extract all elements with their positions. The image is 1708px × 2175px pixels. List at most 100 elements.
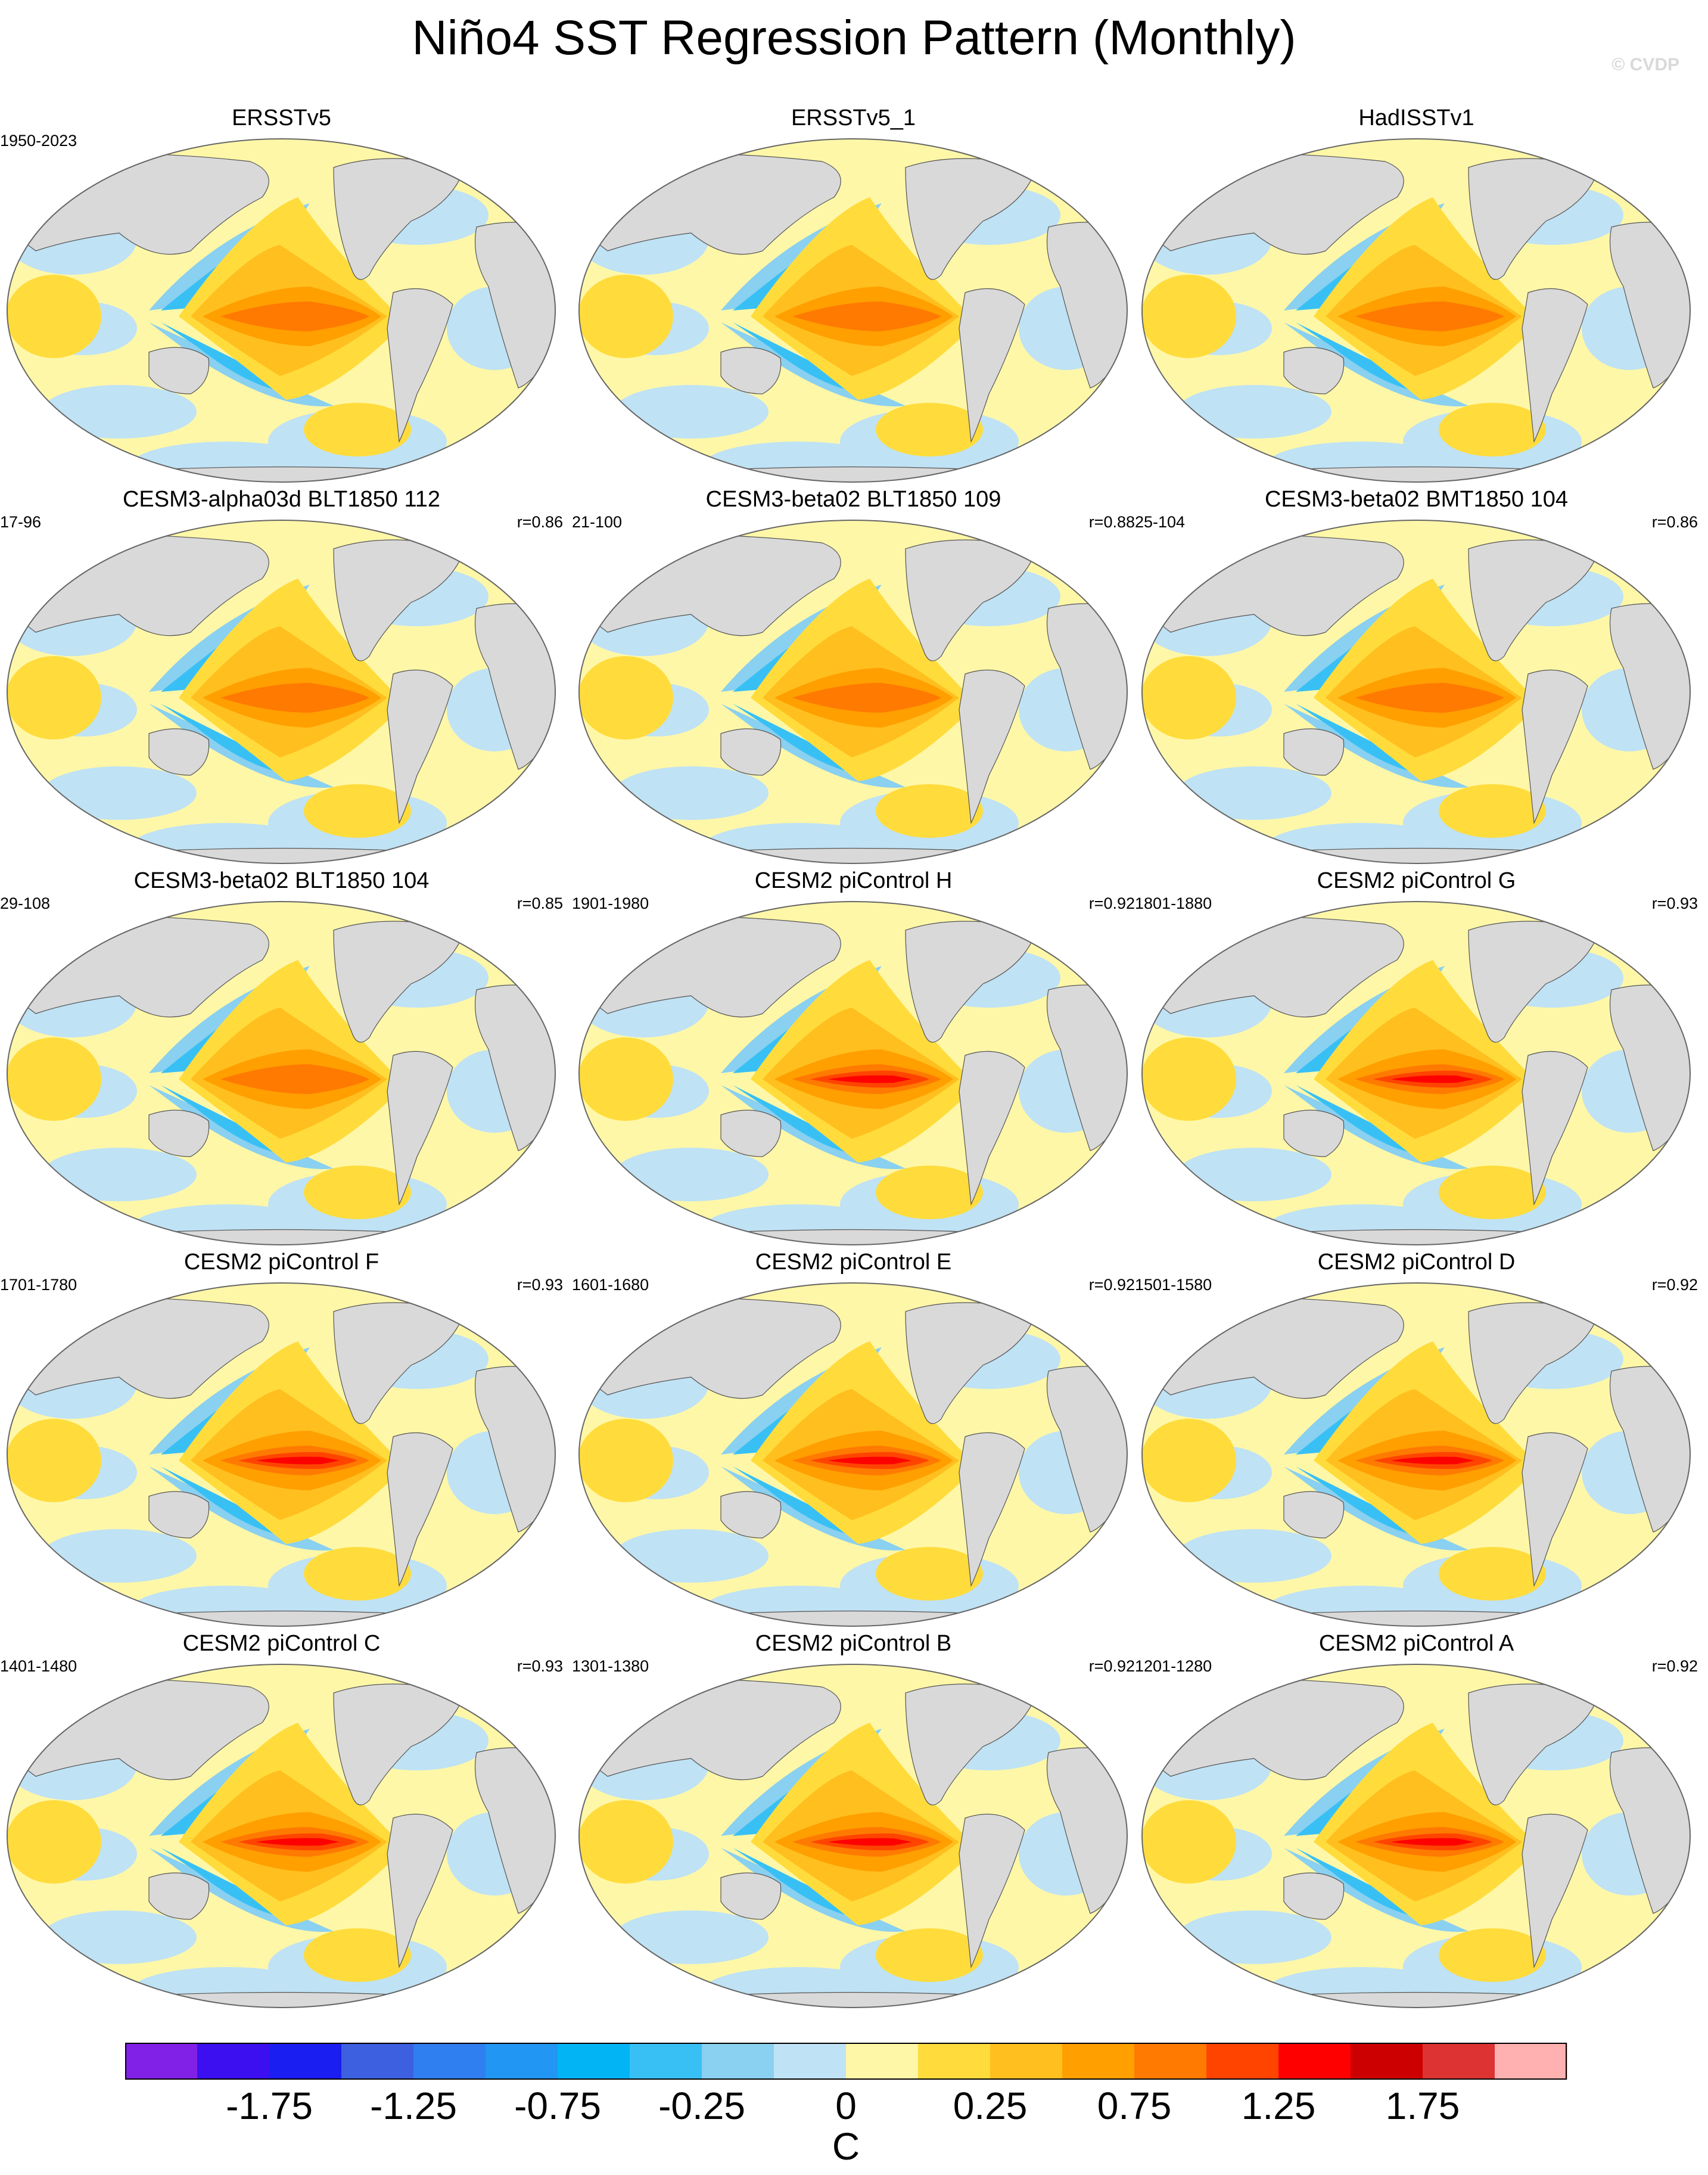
warm-tongue-level-3	[220, 1064, 369, 1094]
map-panel: CESM2 piControl B 1301-1380 r=0.92	[572, 1630, 1135, 2017]
colorbar	[125, 2043, 1567, 2080]
land-greenland	[1563, 142, 1612, 170]
map-panel: ERSSTv5_1	[572, 104, 1135, 492]
land-greenland	[1563, 1667, 1612, 1695]
panel-pattern-correlation: r=0.92	[1088, 894, 1135, 912]
panel-period: 25-104	[1135, 513, 1186, 531]
cool-anomaly-patch	[42, 1148, 197, 1201]
land-australia	[720, 347, 782, 394]
warm-anomaly-patch	[7, 1800, 101, 1884]
map-panel: HadISSTv1	[1135, 104, 1698, 492]
map-panel: CESM3-beta02 BLT1850 104 29-108 r=0.85	[0, 867, 563, 1254]
land-south-america	[387, 288, 453, 443]
colorbar-swatch	[125, 2043, 198, 2080]
cool-anomaly-patch	[614, 1910, 769, 1964]
colorbar-swatch	[774, 2043, 847, 2080]
colorbar-tick-label: 0.75	[1097, 2084, 1172, 2127]
warm-tongue-level-5	[1391, 1075, 1474, 1083]
panel-period: 1701-1780	[0, 1276, 77, 1294]
warm-anomaly-patch	[579, 275, 673, 358]
land-south-america	[387, 669, 453, 825]
warm-anomaly-patch	[579, 1800, 673, 1884]
colorbar-tick-label: -0.25	[658, 2084, 745, 2127]
land-south-america	[959, 1432, 1025, 1587]
warm-anomaly-patch	[579, 1037, 673, 1121]
panel-period: 21-100	[572, 513, 623, 531]
colorbar-tick-label: 0	[835, 2084, 857, 2127]
map-boundary	[7, 138, 556, 483]
map-boundary	[578, 1282, 1128, 1627]
cool-anomaly-patch	[614, 385, 769, 439]
map-panel: CESM3-beta02 BLT1850 109 21-100 r=0.88	[572, 486, 1135, 873]
colorbar-swatch	[1495, 2043, 1567, 2080]
panel-pattern-correlation: r=0.93	[517, 1657, 563, 1675]
warm-tongue-level-5	[1391, 1838, 1474, 1846]
land-south-america	[1522, 288, 1588, 443]
panel-title: ERSSTv5	[232, 105, 331, 130]
panel-pattern-correlation: r=0.92	[1088, 1657, 1135, 1675]
map-boundary	[1141, 901, 1691, 1245]
colorbar-swatch	[486, 2043, 558, 2080]
sst-regression-map	[7, 901, 556, 1245]
warm-tongue-level-3	[1355, 683, 1504, 713]
map-panel: CESM2 piControl C 1401-1480 r=0.93	[0, 1630, 563, 2017]
colorbar-swatch	[990, 2043, 1063, 2080]
map-boundary	[7, 520, 556, 864]
land-australia	[1283, 1110, 1345, 1157]
warm-anomaly-patch	[1142, 275, 1236, 358]
cool-anomaly-patch	[1177, 1529, 1331, 1583]
panel-period: 17-96	[0, 513, 42, 531]
land-australia	[720, 728, 782, 776]
warm-anomaly-patch	[304, 1928, 411, 1982]
cool-anomaly-patch	[42, 1529, 197, 1583]
panel-title: CESM3-alpha03d BLT1850 112	[122, 487, 441, 512]
colorbar-tick-label: -0.75	[514, 2084, 601, 2127]
colorbar-tick-label: 1.25	[1241, 2084, 1316, 2127]
colorbar-swatch	[1206, 2043, 1279, 2080]
warm-anomaly-patch	[304, 403, 411, 456]
warm-anomaly-patch	[304, 1166, 411, 1219]
warm-tongue-level-3	[792, 302, 941, 331]
colorbar-units: C	[832, 2125, 860, 2168]
sst-regression-map	[578, 520, 1128, 864]
figure-title: Niño4 SST Regression Pattern (Monthly)	[412, 11, 1296, 65]
panel-title: CESM2 piControl A	[1318, 1631, 1514, 1656]
map-panel: CESM2 piControl G 1801-1880 r=0.93	[1135, 867, 1698, 1254]
map-boundary	[1141, 1282, 1691, 1627]
land-australia	[1283, 347, 1345, 394]
land-south-america	[959, 669, 1025, 825]
map-boundary	[7, 901, 556, 1245]
colorbar-swatch	[558, 2043, 630, 2080]
land-greenland	[1563, 905, 1612, 933]
land-antarctica	[1142, 1991, 1690, 2008]
colorbar-tick-label: 0.25	[953, 2084, 1028, 2127]
sst-regression-map	[1141, 1282, 1691, 1627]
land-greenland	[428, 142, 477, 170]
warm-anomaly-patch	[304, 784, 411, 838]
warm-tongue-level-3	[220, 302, 369, 331]
warm-tongue-level-5	[828, 1456, 911, 1465]
colorbar-tick-label: 1.75	[1385, 2084, 1460, 2127]
panel-pattern-correlation: r=0.92	[1088, 1276, 1135, 1294]
panel-pattern-correlation: r=0.92	[1651, 1276, 1698, 1294]
land-australia	[148, 1872, 210, 1920]
panel-pattern-correlation: r=0.85	[517, 894, 563, 912]
map-boundary	[7, 1282, 556, 1627]
map-panel: CESM2 piControl H 1901-1980 r=0.92	[572, 867, 1135, 1254]
colorbar-swatch	[630, 2043, 702, 2080]
colorbar-tick-label: -1.25	[370, 2084, 457, 2127]
map-boundary	[1141, 138, 1691, 483]
map-boundary	[578, 901, 1128, 1245]
colorbar-swatch	[413, 2043, 486, 2080]
land-australia	[1283, 728, 1345, 776]
warm-anomaly-patch	[876, 784, 983, 838]
warm-tongue-level-3	[220, 683, 369, 713]
land-south-america	[387, 1813, 453, 1969]
sst-regression-map	[578, 138, 1128, 483]
warm-anomaly-patch	[1142, 1037, 1236, 1121]
map-panel: CESM2 piControl D 1501-1580 r=0.92	[1135, 1248, 1698, 1636]
land-south-america	[959, 1051, 1025, 1206]
cool-anomaly-patch	[42, 385, 197, 439]
warm-anomaly-patch	[1142, 1800, 1236, 1884]
land-south-america	[387, 1432, 453, 1587]
